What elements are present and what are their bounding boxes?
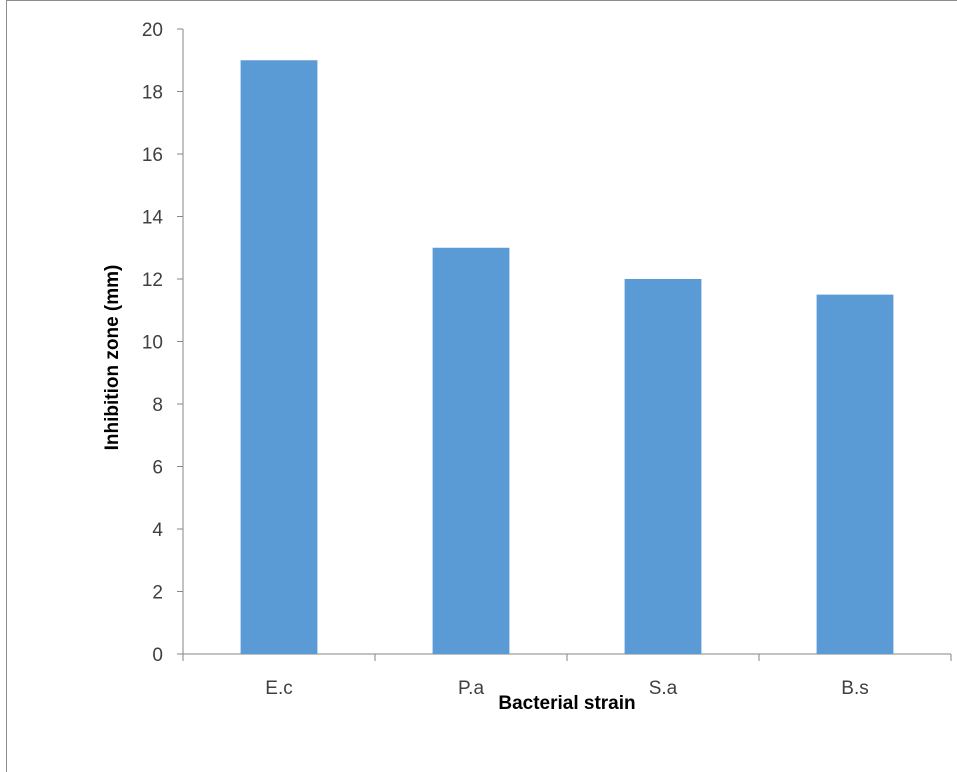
bar-s-a [624,279,702,654]
y-tick-label: 0 [152,645,163,666]
y-tick-label: 10 [142,333,163,354]
x-tick-label: E.c [265,678,292,699]
bar-b-s [816,294,894,654]
bar-p-a [432,247,510,654]
y-tick-label: 16 [142,145,163,166]
x-tick-label: P.a [458,678,485,699]
y-tick-label: 4 [152,520,163,541]
x-axis-ticks: E.c P.a S.a B.s [182,654,952,699]
y-tick-label: 8 [152,395,163,416]
y-tick-label: 18 [142,83,163,104]
y-axis-title: Inhibition zone (mm) [102,265,123,451]
bar-e-c [240,60,318,654]
x-axis-title: Bacterial strain [498,693,635,714]
y-tick-label: 2 [152,583,163,604]
bar-series [240,60,894,654]
y-tick-label: 14 [142,208,164,229]
x-tick-label: B.s [841,678,868,699]
y-tick-label: 12 [142,270,163,291]
x-tick-label: S.a [649,678,678,699]
y-tick-label: 20 [142,20,163,41]
y-tick-label: 6 [152,458,163,479]
y-axis-ticks: 0 2 4 6 8 10 12 14 16 18 20 [142,20,183,666]
